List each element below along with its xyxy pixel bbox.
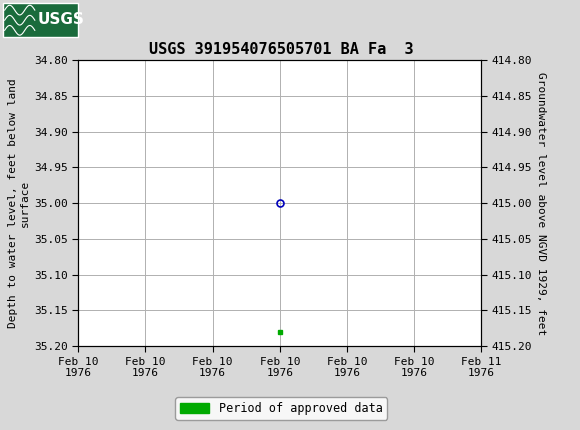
Text: USGS: USGS [38, 12, 85, 27]
Legend: Period of approved data: Period of approved data [175, 397, 387, 420]
Y-axis label: Groundwater level above NGVD 1929, feet: Groundwater level above NGVD 1929, feet [536, 71, 546, 335]
Y-axis label: Depth to water level, feet below land
surface: Depth to water level, feet below land su… [8, 78, 30, 328]
Text: USGS 391954076505701 BA Fa  3: USGS 391954076505701 BA Fa 3 [149, 42, 414, 57]
FancyBboxPatch shape [3, 3, 78, 37]
